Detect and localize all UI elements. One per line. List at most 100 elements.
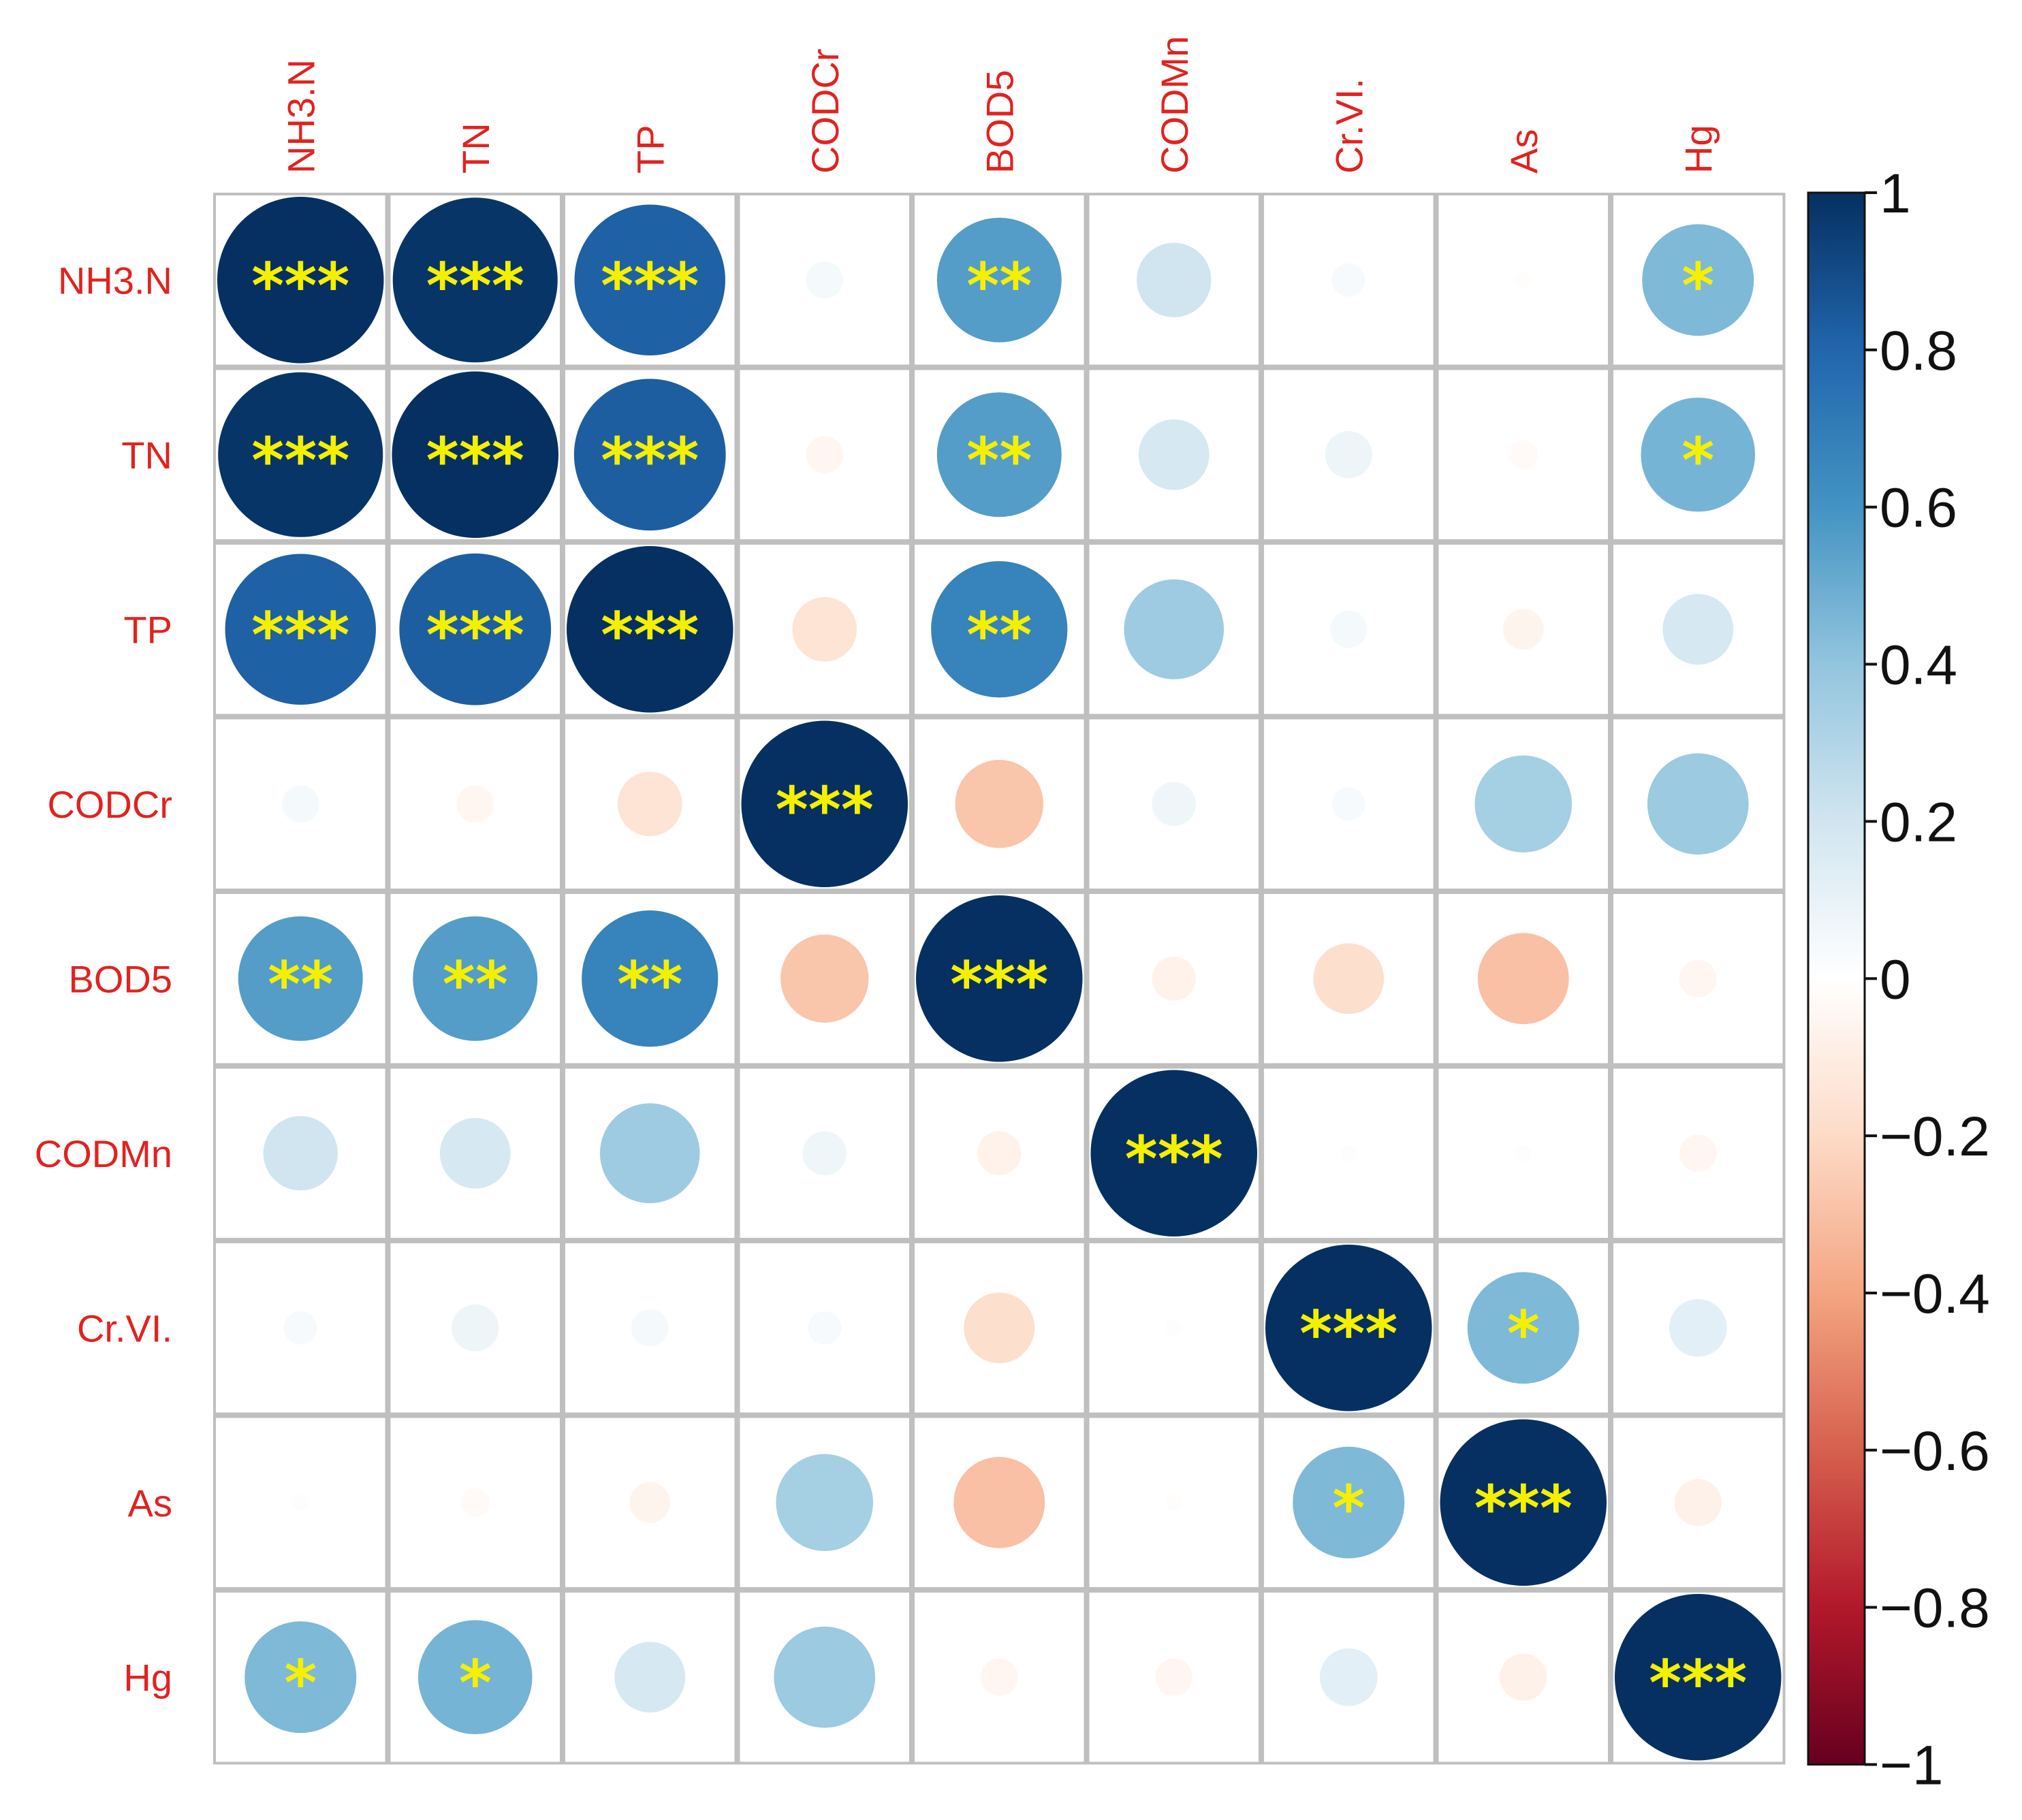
correlation-circle-As-BOD5 — [953, 1456, 1045, 1548]
correlation-circle-NH3.N-Cr.VI. — [1331, 263, 1365, 297]
matrix-cell — [912, 716, 1087, 891]
correlation-circle-CODMn-BOD5 — [977, 1131, 1022, 1176]
correlation-circle-BOD5-TN — [413, 916, 538, 1041]
colorbar-tick-label: −0.6 — [1880, 1420, 1990, 1482]
row-label: NH3.N — [58, 259, 172, 302]
significance-mark: ** — [966, 424, 1032, 497]
correlation-circle-TN-Hg — [1641, 397, 1756, 512]
column-label: TN — [454, 123, 497, 174]
correlation-circle-NH3.N-TP — [574, 204, 725, 355]
correlation-circle-TN-NH3.N — [218, 372, 383, 537]
correlation-circle-TP-TP — [567, 546, 733, 713]
matrix-cells — [213, 193, 1786, 1765]
significance-mark: *** — [426, 249, 524, 322]
column-label: Cr.VI. — [1327, 78, 1370, 174]
correlation-circle-As-Hg — [1674, 1479, 1722, 1527]
correlation-circle-Cr.VI.-CODMn — [1165, 1320, 1182, 1337]
matrix-cell — [1086, 367, 1261, 542]
correlation-circle-CODMn-NH3.N — [263, 1116, 338, 1191]
correlation-circle-BOD5-CODCr — [780, 934, 869, 1023]
correlation-circle-BOD5-TP — [582, 910, 718, 1047]
correlation-circle-TP-As — [1502, 609, 1544, 650]
correlation-circle-TP-CODMn — [1124, 579, 1225, 680]
correlation-circle-As-NH3.N — [292, 1494, 309, 1511]
column-labels: NH3.N TN TP CODCr BOD5 CODMn Cr.VI. As Hg — [279, 36, 1720, 174]
colorbar-tick-label: −0.8 — [1880, 1578, 1990, 1640]
correlation-circle-Cr.VI.-TN — [452, 1304, 499, 1352]
significance-mark: *** — [601, 424, 699, 497]
row-label: As — [128, 1482, 172, 1524]
correlation-circle-As-CODMn — [1165, 1494, 1182, 1511]
correlation-circle-CODCr-TP — [617, 771, 682, 837]
row-label: Cr.VI. — [77, 1307, 172, 1350]
significance-mark: * — [1681, 424, 1714, 497]
correlation-circle-CODMn-CODMn — [1090, 1070, 1257, 1236]
correlation-circle-Cr.VI.-As — [1467, 1272, 1579, 1384]
correlation-circle-NH3.N-CODCr — [806, 261, 844, 299]
significance-mark: *** — [1649, 1646, 1747, 1719]
correlation-circle-Hg-TN — [417, 1620, 533, 1735]
correlation-circle-CODMn-As — [1515, 1145, 1532, 1162]
colorbar-tick-label: −0.4 — [1880, 1263, 1990, 1325]
column-label: BOD5 — [978, 70, 1021, 174]
row-label: TN — [121, 434, 172, 477]
significance-mark: *** — [426, 598, 524, 671]
correlation-circle-CODCr-CODMn — [1152, 782, 1197, 827]
correlation-circle-Hg-NH3.N — [244, 1621, 357, 1734]
correlation-circle-NH3.N-Hg — [1642, 224, 1754, 336]
correlation-circle-CODMn-Hg — [1679, 1134, 1717, 1172]
correlation-circle-TN-TP — [573, 379, 726, 531]
significance-stars: *** *** *** ** **** *** *** ** **** *** *** *******… — [251, 249, 1747, 1719]
correlation-circle-CODCr-Cr.VI. — [1331, 787, 1365, 821]
correlation-circle-BOD5-Cr.VI. — [1313, 943, 1385, 1015]
significance-mark: *** — [251, 424, 349, 497]
colorbar-tick-label: −0.2 — [1880, 1106, 1990, 1168]
colorbar-tick-label: 0.2 — [1880, 791, 1957, 853]
significance-mark: * — [1332, 1472, 1365, 1545]
correlation-circle-CODMn-CODCr — [802, 1131, 847, 1176]
correlation-circle-CODCr-NH3.N — [281, 785, 319, 823]
correlation-circle-As-As — [1440, 1419, 1607, 1586]
correlation-circle-TP-Cr.VI. — [1329, 610, 1368, 648]
colorbar-tick-label: 0.6 — [1880, 477, 1957, 539]
column-label: CODMn — [1153, 36, 1196, 174]
significance-mark: ** — [966, 598, 1032, 671]
correlation-circle-Cr.VI.-BOD5 — [964, 1292, 1035, 1364]
significance-mark: *** — [251, 598, 349, 671]
significance-mark: * — [284, 1646, 317, 1719]
correlation-circle-As-TP — [629, 1482, 671, 1523]
correlation-circle-Hg-BOD5 — [980, 1658, 1018, 1696]
significance-mark: *** — [251, 249, 349, 322]
colorbar-tick-label: 0.4 — [1880, 635, 1957, 697]
correlation-circle-Hg-Hg — [1615, 1594, 1782, 1761]
colorbar-gradient — [1807, 191, 1866, 1766]
correlation-circle-BOD5-CODMn — [1152, 956, 1197, 1001]
correlation-circle-BOD5-As — [1477, 933, 1569, 1025]
significance-mark: * — [459, 1646, 492, 1719]
correlation-circle-TN-As — [1508, 440, 1538, 469]
significance-mark: ** — [966, 249, 1032, 322]
row-label: BOD5 — [69, 957, 173, 1000]
correlation-circle-BOD5-BOD5 — [916, 895, 1083, 1062]
correlation-circle-NH3.N-CODMn — [1137, 242, 1212, 317]
correlation-circle-Hg-Cr.VI. — [1319, 1648, 1378, 1706]
column-label: TP — [629, 125, 672, 174]
correlation-circle-CODCr-BOD5 — [955, 760, 1043, 848]
correlation-circle-NH3.N-BOD5 — [936, 217, 1062, 342]
correlation-circle-Cr.VI.-TP — [631, 1309, 669, 1347]
correlation-circle-As-TN — [460, 1488, 490, 1517]
correlation-circle-TP-NH3.N — [225, 554, 376, 705]
colorbar-tick-label: 0 — [1880, 948, 1911, 1010]
significance-mark: *** — [1299, 1297, 1397, 1370]
column-label: As — [1502, 129, 1545, 174]
correlation-circle-Cr.VI.-NH3.N — [283, 1311, 317, 1345]
significance-mark: ** — [617, 948, 682, 1021]
correlation-circle-BOD5-NH3.N — [238, 916, 363, 1041]
row-labels: NH3.N TN TP CODCr BOD5 CODMn Cr.VI. As Hg — [35, 259, 172, 1699]
correlation-circle-CODMn-Cr.VI. — [1340, 1145, 1357, 1162]
significance-mark: * — [1681, 249, 1714, 322]
correlation-circle-Cr.VI.-CODCr — [808, 1311, 842, 1345]
significance-mark: *** — [950, 948, 1048, 1021]
correlation-circle-As-Cr.VI. — [1293, 1446, 1405, 1559]
